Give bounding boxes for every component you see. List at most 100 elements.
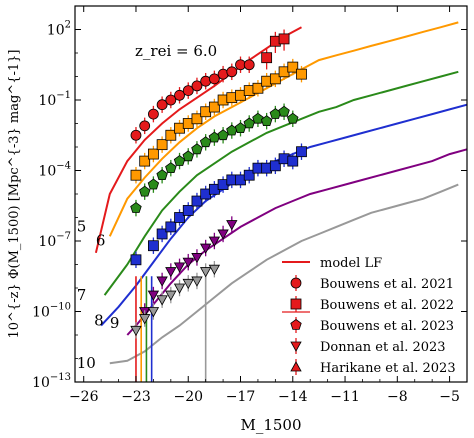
data-point-5-6 [182, 85, 194, 96]
data-point-5-13 [243, 59, 255, 71]
data-point-8-1 [147, 240, 159, 252]
data-point-9-4 [173, 262, 186, 273]
data-point-6-19 [296, 68, 307, 80]
legend-label-3: Bouwens et al. 2023 [320, 319, 454, 334]
legend: model LF Bouwens et al. 2021 Bouwens et al… [282, 256, 456, 376]
y-tick-label-1: 10−10 [32, 302, 71, 321]
data-point-6-14 [252, 82, 264, 94]
x-axis-label: M_1500 [240, 416, 301, 434]
data-point-7-12 [234, 122, 247, 134]
data-point-7-10 [217, 129, 229, 141]
data-point-7-18 [287, 112, 299, 124]
series-label-7: 7 [77, 286, 87, 304]
series-labels: 56 78 9 10 [77, 218, 120, 372]
x-tick-label-7: −5 [439, 389, 460, 405]
legend-marker-3 [290, 319, 302, 330]
series-label-10: 10 [77, 354, 96, 372]
data-point-6-4 [165, 129, 177, 141]
data-point-9-2 [156, 276, 168, 287]
data-points [130, 29, 307, 382]
data-point-8-18 [296, 146, 307, 158]
data-point-9-5 [182, 257, 194, 268]
y-axis-ticks: 10−13 10−10 10−7 10−4 10−1 102 [32, 5, 467, 391]
legend-label-0: model LF [320, 256, 382, 271]
x-tick-label-6: −8 [387, 389, 408, 405]
x-tick-label-3: −17 [226, 389, 256, 405]
legend-label-4: Donnan et al. 2023 [320, 340, 446, 355]
data-point-b22-0 [261, 52, 273, 64]
x-axis-ticks: −26 −23 −20 −17 −14 −11 −8 −5 [69, 6, 468, 405]
data-point-7-3 [156, 169, 168, 181]
data-point-7-6 [182, 150, 194, 162]
data-point-7-2 [147, 178, 160, 190]
data-point-8-12 [243, 169, 255, 181]
legend-marker-1 [290, 277, 302, 289]
legend-label-5: Harikane et al. 2023 [320, 361, 456, 376]
annotation: z_rei = 6.0 [135, 42, 217, 60]
data-point-5-0 [130, 129, 142, 141]
data-point-10-4 [165, 290, 177, 301]
data-point-6-3 [156, 139, 168, 151]
data-point-8-4 [174, 212, 185, 223]
data-point-8-17 [287, 155, 299, 167]
y-tick-label-4: 10−1 [38, 90, 71, 109]
data-point-5-2 [147, 108, 159, 120]
series-label-8: 8 [94, 312, 104, 330]
data-point-5-1 [139, 120, 151, 132]
data-point-7-4 [165, 162, 177, 174]
series-label-5: 5 [77, 218, 87, 236]
data-point-10-0 [130, 325, 142, 337]
legend-marker-5 [290, 361, 302, 372]
data-point-8-2 [156, 228, 168, 240]
series-label-6: 6 [96, 232, 106, 250]
model-curve-10 [109, 183, 459, 365]
data-point-7-1 [139, 185, 151, 197]
data-point-5-7 [191, 80, 203, 92]
model-curve-7 [103, 70, 459, 296]
data-point-10-9 [208, 264, 221, 276]
data-point-8-6 [191, 195, 203, 207]
data-point-8-3 [165, 221, 177, 233]
data-point-10-2 [147, 307, 160, 318]
legend-marker-4 [290, 341, 302, 352]
data-point-9-6 [191, 253, 203, 264]
data-point-6-0 [130, 169, 142, 181]
data-point-6-1 [139, 155, 151, 167]
data-point-6-18 [287, 61, 299, 73]
data-point-7-8 [199, 136, 212, 148]
data-point-6-2 [147, 148, 159, 160]
data-point-10-7 [191, 276, 203, 287]
data-point-6-9 [208, 101, 220, 113]
data-point-10-6 [182, 278, 194, 290]
data-point-7-7 [191, 143, 203, 155]
data-point-8-15 [269, 160, 281, 172]
model-curves [94, 21, 468, 365]
model-curve-9 [126, 148, 468, 336]
x-tick-label-5: −11 [330, 389, 360, 405]
data-point-9-1 [147, 290, 160, 301]
data-point-9-7 [199, 243, 212, 254]
data-point-8-5 [182, 205, 194, 216]
y-axis-label: 10^{-z} Φ(M_1500) [Mpc^{-3} mag^{-1}] [7, 50, 22, 339]
y-tick-label-5: 102 [47, 20, 71, 39]
y-tick-label-0: 10−13 [32, 372, 71, 391]
x-tick-label-2: −20 [173, 389, 203, 405]
legend-marker-2 [290, 298, 302, 310]
data-point-10-5 [173, 283, 186, 294]
data-point-10-3 [156, 295, 168, 306]
data-point-7-15 [260, 115, 273, 126]
x-tick-label-4: −14 [278, 389, 308, 405]
data-point-7-13 [243, 117, 255, 129]
x-tick-label-1: −23 [121, 389, 151, 405]
data-point-7-14 [252, 112, 264, 124]
data-point-7-5 [173, 155, 186, 166]
data-point-7-0 [130, 202, 142, 213]
data-point-9-8 [208, 236, 221, 247]
data-point-6-7 [191, 113, 203, 125]
data-point-9-10 [226, 220, 238, 231]
series-label-9: 9 [110, 314, 120, 332]
data-point-5-5 [174, 89, 185, 101]
data-point-5-3 [156, 99, 168, 111]
data-point-5-4 [165, 94, 177, 106]
